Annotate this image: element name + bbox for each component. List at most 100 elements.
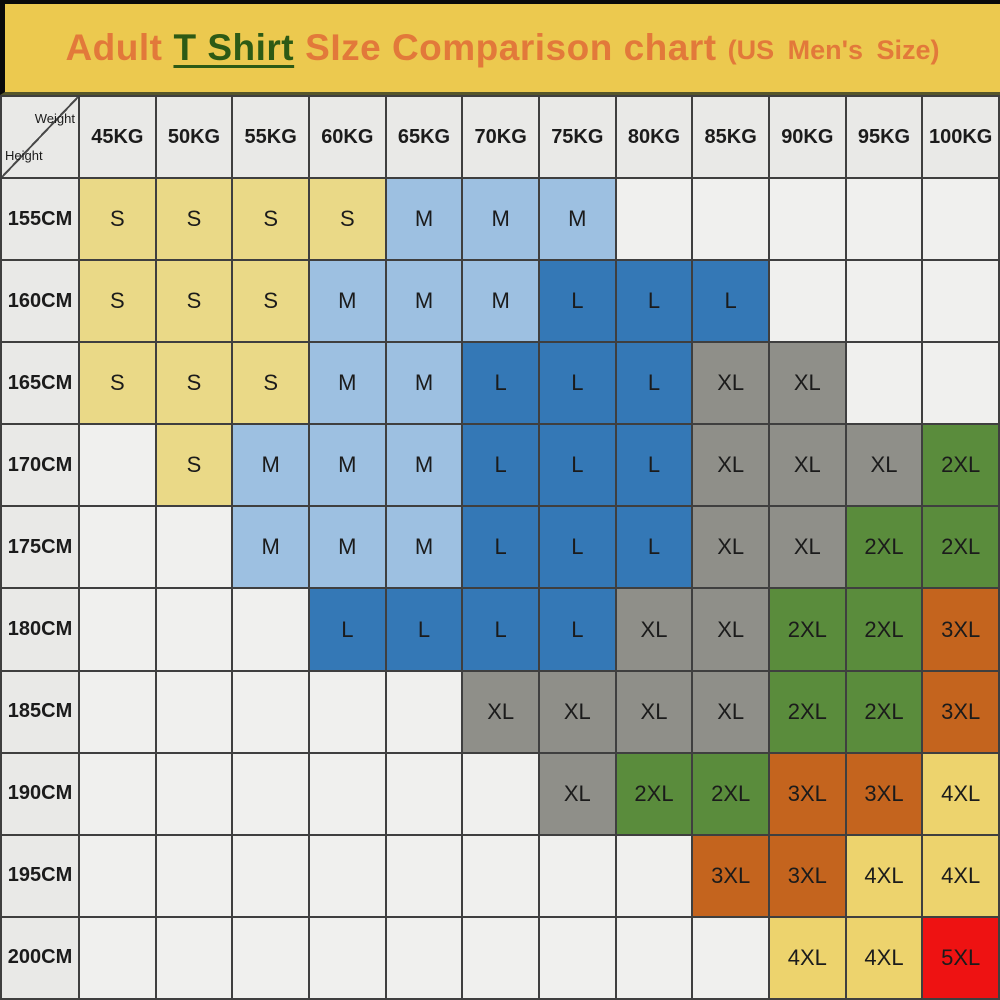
size-cell-175cm-75kg: L — [539, 507, 615, 588]
empty-cell-190cm-50kg — [156, 753, 232, 834]
empty-cell-180cm-45kg — [80, 589, 155, 670]
size-cell-180cm-100kg: 3XL — [923, 589, 998, 670]
empty-cell-155cm-95kg — [846, 179, 922, 260]
size-cell-160cm-60kg: M — [309, 261, 385, 342]
size-cell-180cm-90kg: 2XL — [769, 589, 845, 670]
size-cell-170cm-95kg: XL — [846, 425, 922, 506]
empty-cell-180cm-55kg — [233, 589, 308, 670]
size-cell-170cm-80kg: L — [616, 425, 692, 506]
col-header-45kg: 45KG — [80, 97, 155, 177]
title-emphasis: T Shirt — [173, 27, 295, 68]
size-cell-190cm-75kg: XL — [539, 753, 615, 834]
empty-cell-195cm-60kg — [309, 835, 385, 916]
empty-cell-200cm-45kg — [80, 917, 155, 998]
size-cell-175cm-85kg: XL — [693, 507, 768, 588]
empty-cell-165cm-95kg — [846, 343, 922, 424]
empty-cell-200cm-60kg — [309, 917, 385, 998]
size-cell-165cm-60kg: M — [309, 343, 385, 424]
size-cell-185cm-95kg: 2XL — [846, 671, 922, 752]
empty-cell-175cm-45kg — [80, 507, 155, 588]
row-header-165cm: 165CM — [2, 343, 78, 424]
size-table: Weight Height 45KG 50KG 55KG 60KG 65KG 70KG 75… — [0, 95, 1000, 1000]
empty-cell-200cm-70kg — [463, 917, 538, 998]
col-header-60kg: 60KG — [309, 97, 385, 177]
size-cell-175cm-90kg: XL — [769, 507, 845, 588]
size-cell-185cm-90kg: 2XL — [769, 671, 845, 752]
size-cell-185cm-75kg: XL — [539, 671, 615, 752]
size-cell-175cm-55kg: M — [233, 507, 308, 588]
size-cell-170cm-55kg: M — [233, 425, 308, 506]
col-header-90kg: 90KG — [769, 97, 845, 177]
col-header-95kg: 95KG — [846, 97, 922, 177]
size-cell-170cm-70kg: L — [463, 425, 538, 506]
size-cell-185cm-80kg: XL — [616, 671, 692, 752]
size-cell-160cm-50kg: S — [156, 261, 232, 342]
size-cell-165cm-50kg: S — [156, 343, 232, 424]
size-cell-190cm-80kg: 2XL — [616, 753, 692, 834]
size-cell-195cm-85kg: 3XL — [693, 835, 768, 916]
empty-cell-195cm-55kg — [233, 835, 308, 916]
size-cell-190cm-100kg: 4XL — [923, 753, 998, 834]
row-header-200cm: 200CM — [2, 917, 78, 998]
size-cell-160cm-85kg: L — [693, 261, 768, 342]
empty-cell-190cm-70kg — [463, 753, 538, 834]
size-cell-170cm-65kg: M — [386, 425, 462, 506]
size-cell-165cm-75kg: L — [539, 343, 615, 424]
height-axis-label: Height — [5, 148, 43, 163]
col-header-70kg: 70KG — [463, 97, 538, 177]
size-cell-200cm-95kg: 4XL — [846, 917, 922, 998]
empty-cell-160cm-100kg — [923, 261, 998, 342]
row-header-175cm: 175CM — [2, 507, 78, 588]
empty-cell-185cm-50kg — [156, 671, 232, 752]
title-note: (US Men's Size) — [727, 34, 940, 65]
size-cell-185cm-70kg: XL — [463, 671, 538, 752]
empty-cell-185cm-60kg — [309, 671, 385, 752]
size-cell-195cm-95kg: 4XL — [846, 835, 922, 916]
size-cell-175cm-80kg: L — [616, 507, 692, 588]
col-header-65kg: 65KG — [386, 97, 462, 177]
size-cell-165cm-85kg: XL — [693, 343, 768, 424]
col-header-50kg: 50KG — [156, 97, 232, 177]
size-cell-155cm-75kg: M — [539, 179, 615, 260]
empty-cell-190cm-60kg — [309, 753, 385, 834]
size-cell-160cm-65kg: M — [386, 261, 462, 342]
col-header-75kg: 75KG — [539, 97, 615, 177]
size-cell-190cm-90kg: 3XL — [769, 753, 845, 834]
title-main: SIze Comparison chart — [305, 27, 717, 68]
size-cell-165cm-80kg: L — [616, 343, 692, 424]
row-header-185cm: 185CM — [2, 671, 78, 752]
row-header-155cm: 155CM — [2, 179, 78, 260]
size-cell-175cm-100kg: 2XL — [923, 507, 998, 588]
size-cell-165cm-90kg: XL — [769, 343, 845, 424]
empty-cell-200cm-50kg — [156, 917, 232, 998]
empty-cell-165cm-100kg — [923, 343, 998, 424]
empty-cell-185cm-55kg — [233, 671, 308, 752]
row-header-180cm: 180CM — [2, 589, 78, 670]
col-header-85kg: 85KG — [693, 97, 768, 177]
size-cell-180cm-60kg: L — [309, 589, 385, 670]
empty-cell-195cm-70kg — [463, 835, 538, 916]
row-header-190cm: 190CM — [2, 753, 78, 834]
size-cell-180cm-95kg: 2XL — [846, 589, 922, 670]
empty-cell-195cm-80kg — [616, 835, 692, 916]
size-cell-170cm-90kg: XL — [769, 425, 845, 506]
size-cell-155cm-60kg: S — [309, 179, 385, 260]
empty-cell-200cm-75kg — [539, 917, 615, 998]
size-cell-180cm-65kg: L — [386, 589, 462, 670]
empty-cell-195cm-45kg — [80, 835, 155, 916]
size-cell-165cm-70kg: L — [463, 343, 538, 424]
size-cell-200cm-90kg: 4XL — [769, 917, 845, 998]
col-header-55kg: 55KG — [233, 97, 308, 177]
title-banner: Adult T Shirt SIze Comparison chart (US … — [0, 0, 1000, 95]
empty-cell-155cm-80kg — [616, 179, 692, 260]
size-cell-155cm-45kg: S — [80, 179, 155, 260]
empty-cell-195cm-50kg — [156, 835, 232, 916]
empty-cell-175cm-50kg — [156, 507, 232, 588]
empty-cell-195cm-75kg — [539, 835, 615, 916]
size-cell-185cm-85kg: XL — [693, 671, 768, 752]
empty-cell-160cm-90kg — [769, 261, 845, 342]
size-cell-180cm-75kg: L — [539, 589, 615, 670]
size-cell-185cm-100kg: 3XL — [923, 671, 998, 752]
row-header-195cm: 195CM — [2, 835, 78, 916]
col-header-80kg: 80KG — [616, 97, 692, 177]
